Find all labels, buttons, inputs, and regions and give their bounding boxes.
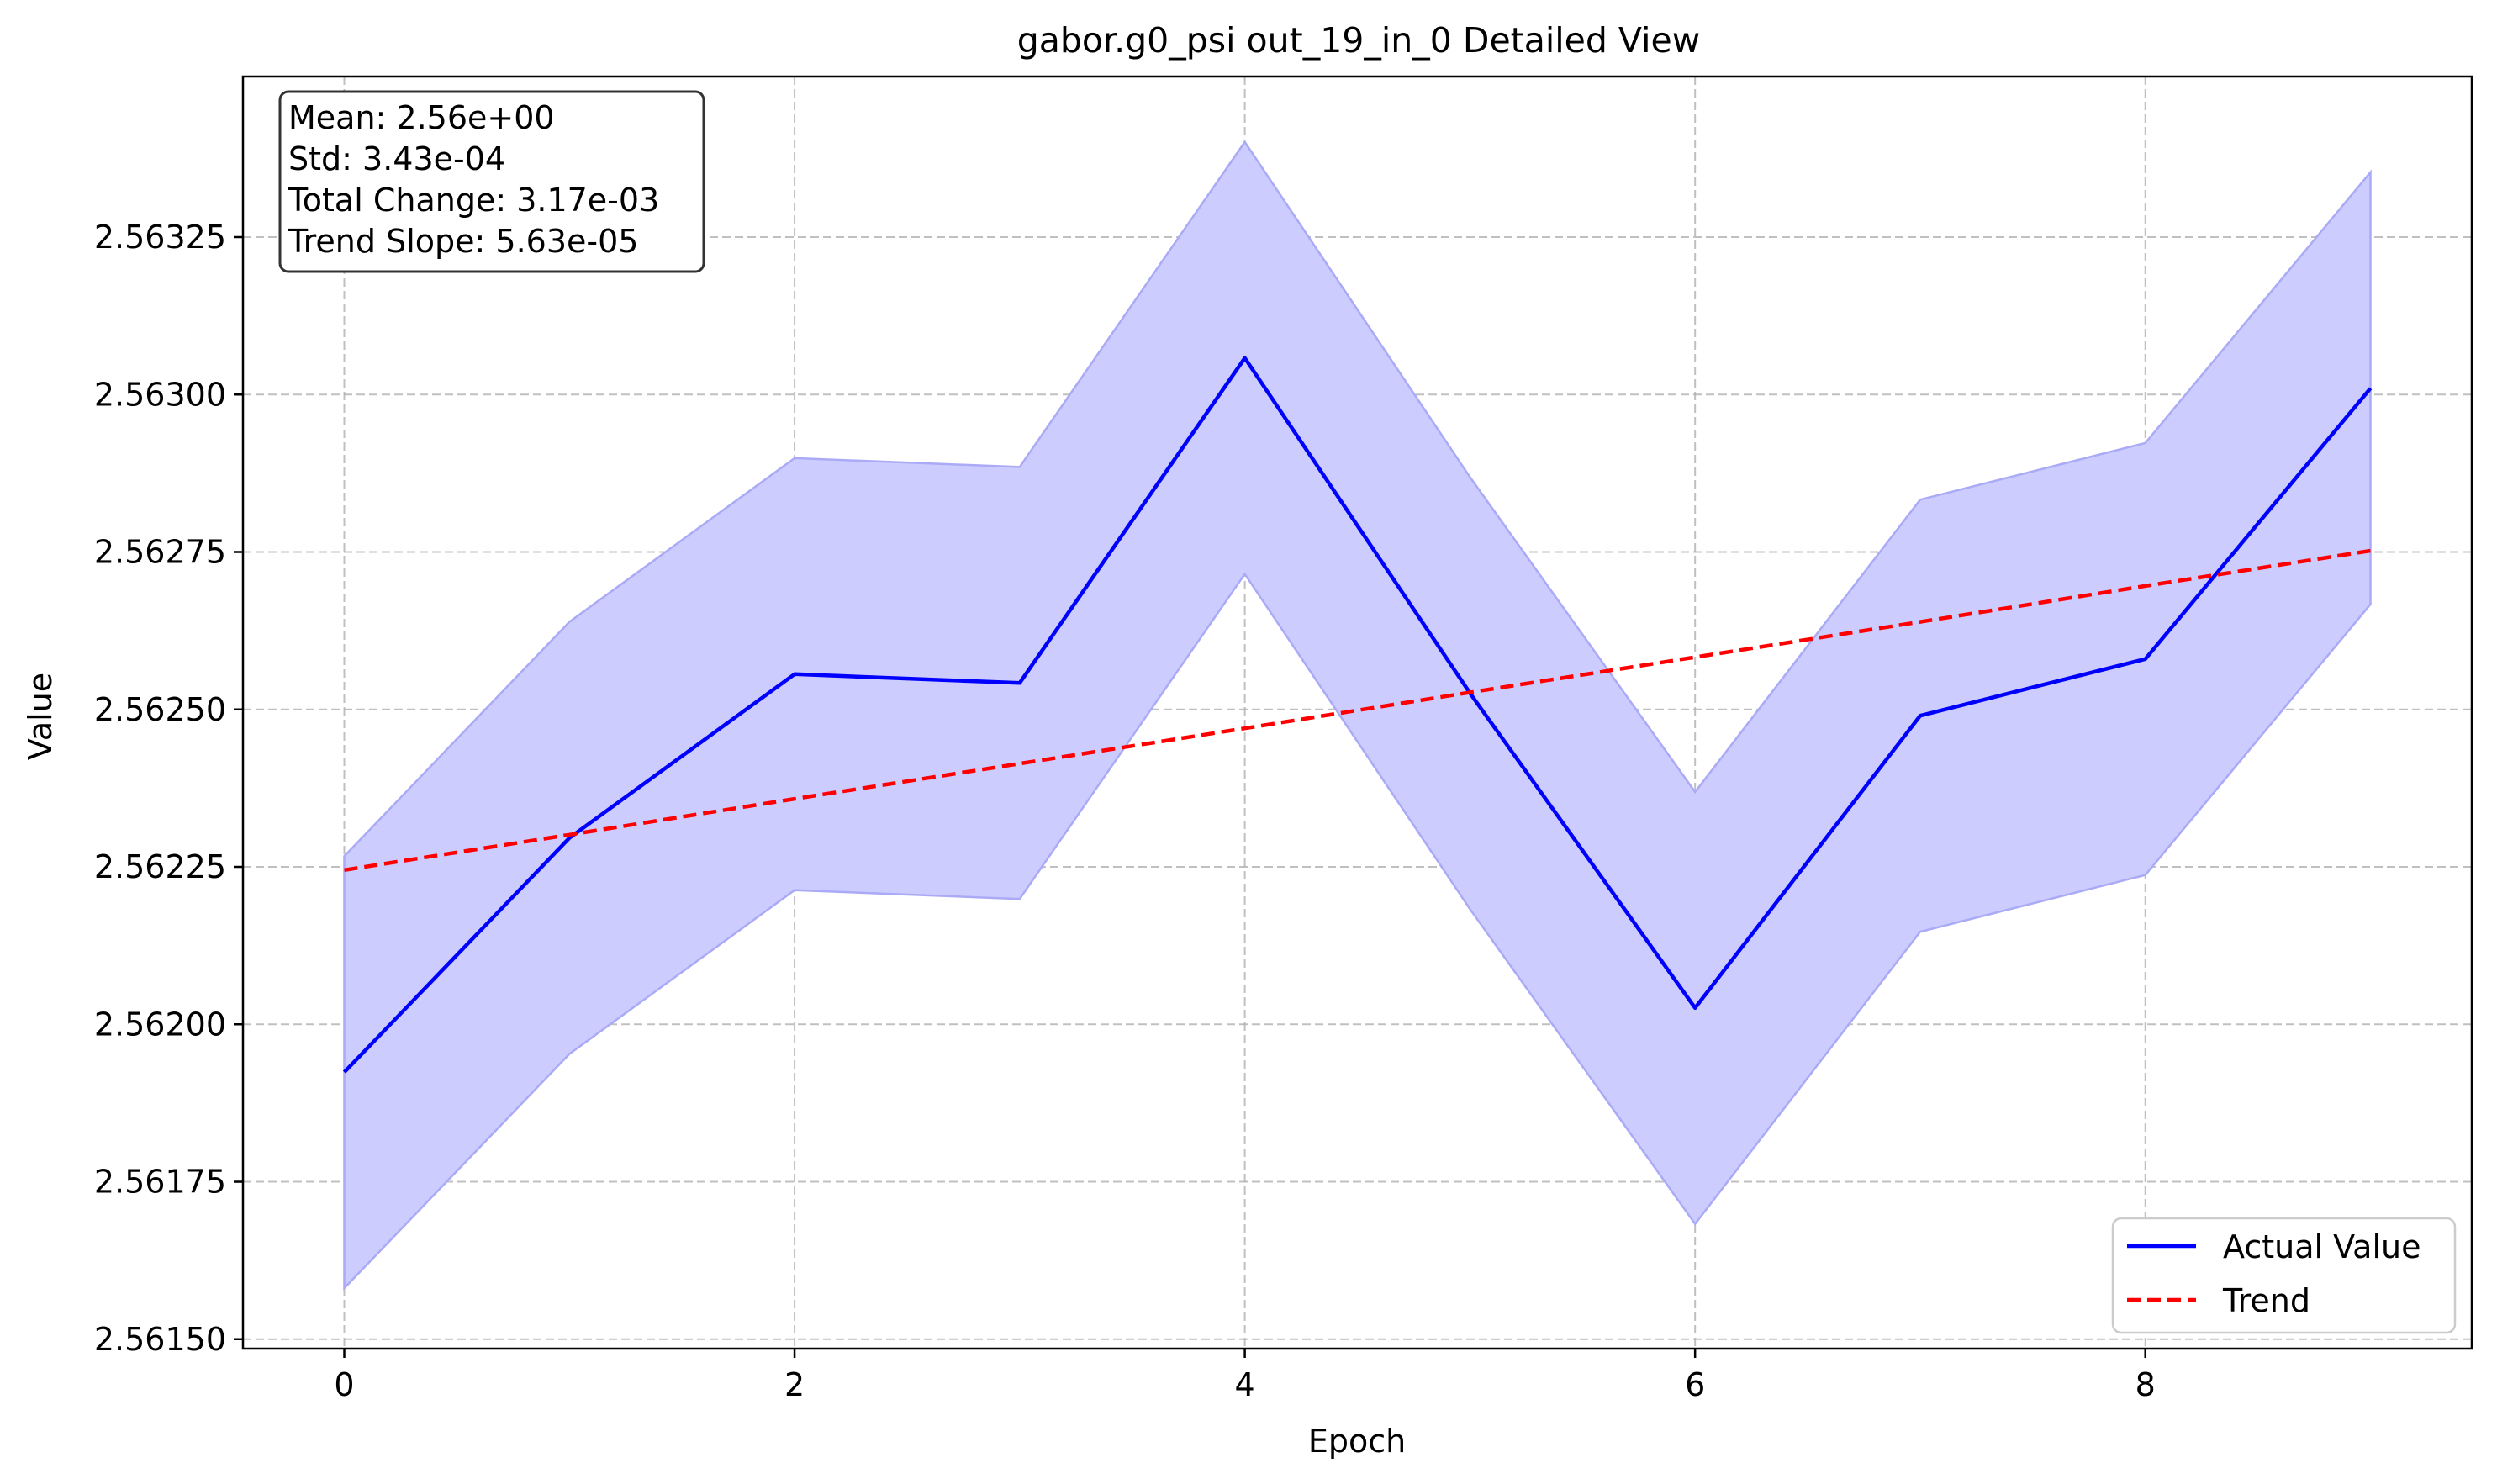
legend-label-trend: Trend [2222, 1282, 2310, 1319]
y-tick-label: 2.56225 [94, 848, 226, 885]
stats-std: Std: 3.43e-04 [288, 140, 505, 177]
std-band [343, 140, 2372, 1291]
x-tick-label: 4 [1235, 1366, 1255, 1403]
x-tick-label: 2 [784, 1366, 805, 1403]
y-tick-label: 2.56250 [94, 691, 226, 728]
stats-trend-slope: Trend Slope: 5.63e-05 [288, 223, 638, 260]
plot-frame [241, 75, 2473, 1350]
stats-box: Mean: 2.56e+00 Std: 3.43e-04 Total Chang… [278, 90, 705, 273]
y-axis: 2.56150 2.56175 2.56200 2.56225 2.56250 2.562… [94, 219, 243, 1358]
y-axis-label: Value [22, 673, 59, 760]
y-tick-label: 2.56200 [94, 1006, 226, 1043]
x-tick-label: 8 [2135, 1366, 2156, 1403]
y-tick-label: 2.56150 [94, 1321, 226, 1358]
actual-value-line [342, 356, 2373, 1074]
legend: Actual Value Trend [2111, 1217, 2457, 1334]
x-axis: 0 2 4 6 8 [334, 1349, 2156, 1403]
chart-title: gabor.g0_psi out_19_in_0 Detailed View [1017, 20, 1700, 61]
series-lines [342, 356, 2373, 1074]
y-tick-label: 2.56300 [94, 376, 226, 413]
legend-label-actual: Actual Value [2223, 1228, 2420, 1265]
stats-total-change: Total Change: 3.17e-03 [288, 182, 659, 219]
x-tick-label: 6 [1685, 1366, 1705, 1403]
y-tick-label: 2.56325 [94, 219, 226, 256]
stats-mean: Mean: 2.56e+00 [288, 99, 555, 136]
stats-box-frame [278, 90, 705, 273]
y-tick-label: 2.56275 [94, 534, 226, 571]
y-tick-label: 2.56175 [94, 1164, 226, 1201]
x-axis-label: Epoch [1308, 1423, 1406, 1460]
x-tick-label: 0 [334, 1366, 354, 1403]
legend-frame [2111, 1217, 2457, 1334]
